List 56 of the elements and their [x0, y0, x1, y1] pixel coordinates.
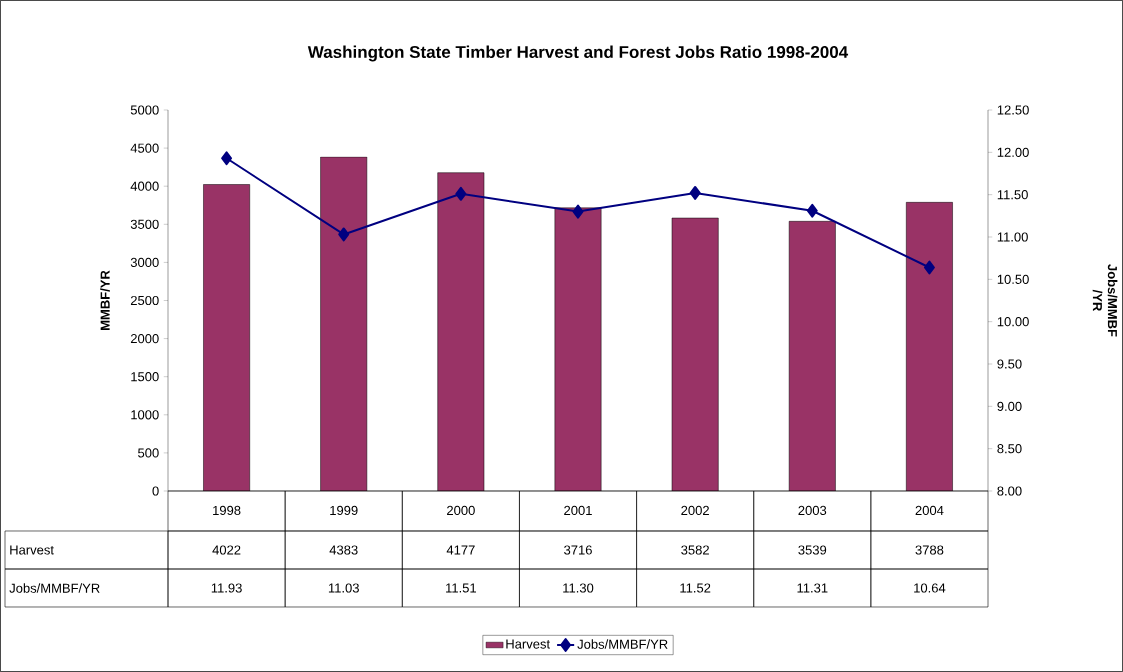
y-tick-label: 500	[138, 448, 159, 458]
y2-tick-label: 12.00	[997, 147, 1029, 157]
y2-axis-title: Jobs/MMBF /YR	[1092, 264, 1118, 337]
y2-tick-label: 9.50	[997, 359, 1022, 369]
y-tick-label: 2500	[130, 295, 159, 306]
y-tick-label: 3000	[130, 257, 159, 267]
point	[806, 203, 818, 218]
y2-tick-label: 8.50	[997, 444, 1022, 454]
y2-tick-label: 9.00	[997, 401, 1022, 411]
point	[221, 151, 233, 166]
x-tick-label: 1998	[213, 505, 241, 515]
y-tick-label: 1500	[131, 372, 159, 382]
data-label: 3716	[564, 545, 592, 555]
point	[455, 186, 467, 201]
legend-label: Harvest	[506, 639, 550, 649]
data-label: 11.31	[797, 583, 828, 593]
data-label: 4022	[212, 545, 241, 555]
point	[572, 204, 584, 219]
chart-title: Washington State Timber Harvest and Forest Jobs Ratio 1998-2004	[307, 45, 849, 62]
x-tick-label: 2001	[564, 505, 592, 515]
point	[923, 260, 935, 275]
x-tick-label: 2003	[798, 505, 827, 515]
data-label: 3788	[915, 545, 944, 555]
data-label: 3539	[798, 545, 827, 555]
text: Jobs/MMBF/YR	[9, 583, 100, 593]
point	[689, 185, 701, 200]
data-label: 11.51	[446, 583, 477, 593]
x-tick-label: 2002	[681, 505, 709, 515]
x-tick-label: 2004	[915, 505, 944, 515]
y2-tick-label: 8.00	[997, 486, 1022, 496]
y2-tick-label: 10.00	[997, 317, 1029, 327]
data-label: 4383	[329, 545, 358, 555]
data-label: 3582	[681, 545, 709, 555]
y-tick-label: 0	[152, 486, 159, 496]
data-label: 11.03	[328, 583, 359, 593]
y2-tick-label: 10.50	[997, 274, 1029, 284]
y-tick-label: 4000	[130, 181, 159, 191]
y-tick-label: 1000	[131, 410, 159, 420]
data-label: 4177	[446, 545, 475, 555]
data-label: 10.64	[914, 583, 946, 593]
data-label: 11.93	[211, 583, 242, 593]
y-tick-label: 3500	[130, 219, 159, 229]
y2-tick-label: 11.50	[997, 190, 1028, 200]
y-tick-label: 2000	[130, 333, 159, 344]
x-tick-label: 2000	[447, 505, 475, 515]
legend-label: Jobs/MMBF/YR	[577, 639, 668, 649]
y-axis-title: MMBF/YR	[100, 270, 110, 330]
y-tick-label: 4500	[130, 143, 159, 153]
data-label: 11.52	[680, 583, 711, 593]
y-tick-label: 5000	[130, 105, 159, 115]
text: Harvest	[10, 545, 54, 555]
point	[338, 227, 350, 242]
y2-tick-label: 12.50	[997, 105, 1029, 115]
data-label: 11.30	[563, 583, 594, 593]
y2-tick-label: 11.00	[997, 232, 1028, 242]
x-tick-label: 1999	[330, 505, 358, 515]
